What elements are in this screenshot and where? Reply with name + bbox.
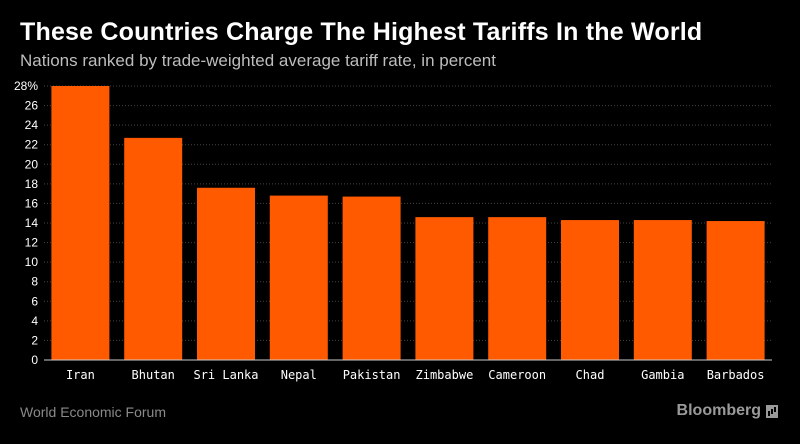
y-tick-label: 22	[25, 138, 39, 152]
x-tick-label: Cameroon	[488, 368, 546, 382]
x-tick-label: Nepal	[281, 368, 317, 382]
y-tick-label: 14	[25, 216, 39, 230]
bar-barbados	[706, 221, 765, 360]
brand-logo: Bloomberg	[677, 402, 778, 420]
chart-subtitle: Nations ranked by trade-weighted average…	[20, 51, 496, 70]
bar-bhutan	[124, 137, 183, 360]
chart-title: These Countries Charge The Highest Tarif…	[20, 18, 703, 46]
x-tick-label: Gambia	[641, 368, 684, 382]
y-tick-label: 20	[25, 157, 39, 171]
bar-zimbabwe	[415, 217, 474, 360]
bar-sri-lanka	[197, 187, 255, 360]
bar-nepal	[269, 195, 328, 360]
x-tick-label: Iran	[66, 368, 95, 382]
y-tick-label: 28%	[14, 79, 38, 93]
brand-name: Bloomberg	[676, 402, 761, 419]
y-tick-label: 0	[31, 353, 38, 367]
y-tick-label: 6	[31, 294, 38, 308]
bar-pakistan	[342, 196, 401, 360]
bloomberg-chart-icon	[766, 404, 778, 418]
x-tick-label: Sri Lanka	[193, 368, 258, 382]
x-tick-label: Zimbabwe	[416, 368, 474, 382]
y-tick-label: 12	[25, 236, 39, 250]
y-tick-label: 24	[25, 118, 39, 132]
bar-gambia	[633, 220, 692, 360]
y-tick-label: 16	[25, 196, 39, 210]
y-tick-label: 18	[25, 177, 39, 191]
y-tick-label: 26	[25, 99, 39, 113]
source-note: World Economic Forum	[20, 404, 167, 420]
x-tick-label: Bhutan	[132, 368, 175, 382]
x-tick-label: Chad	[576, 368, 605, 382]
bar-chad	[561, 220, 619, 360]
y-tick-label: 4	[31, 314, 38, 328]
bar-cameroon	[488, 217, 547, 360]
x-tick-label: Barbados	[707, 368, 765, 382]
x-tick-label: Pakistan	[343, 368, 401, 382]
y-tick-label: 2	[31, 333, 38, 347]
bar-iran	[51, 86, 110, 360]
y-tick-label: 8	[31, 275, 38, 289]
y-tick-label: 10	[25, 255, 39, 269]
